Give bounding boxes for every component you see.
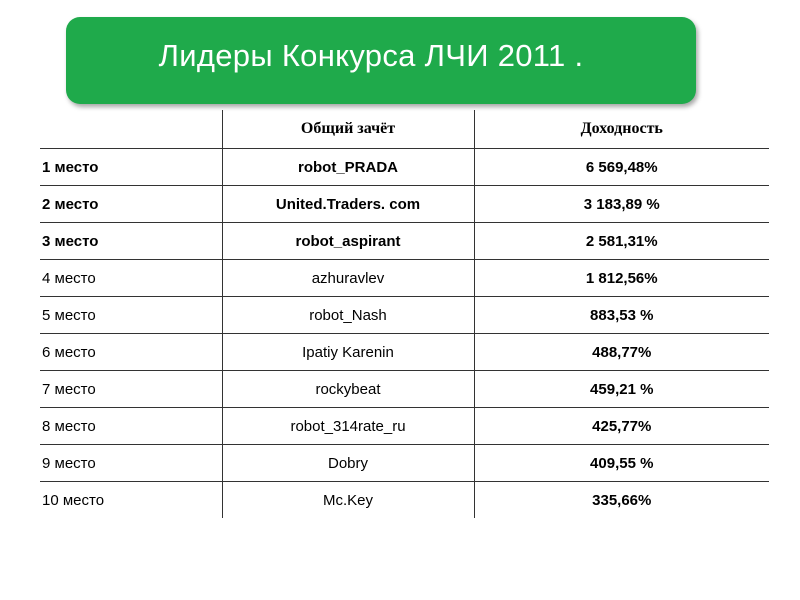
place-cell: 4 место xyxy=(40,259,222,297)
return-cell: 2 581,31% xyxy=(473,222,769,260)
participant-cell: Ipatiy Karenin xyxy=(221,333,474,371)
table-header-row: Общий зачёт Доходность xyxy=(40,110,769,149)
return-cell: 883,53 % xyxy=(473,296,769,334)
place-cell: 6 место xyxy=(40,333,222,371)
return-cell: 3 183,89 % xyxy=(473,185,769,223)
column-header-place xyxy=(40,110,222,149)
table-row: 3 место robot_aspirant 2 581,31% xyxy=(40,222,769,260)
table-row: 6 место Ipatiy Karenin 488,77% xyxy=(40,333,769,371)
return-cell: 409,55 % xyxy=(473,444,769,482)
participant-cell: Mc.Key xyxy=(221,481,474,518)
return-cell: 459,21 % xyxy=(473,370,769,408)
return-cell: 1 812,56% xyxy=(473,259,769,297)
table-row: 7 место rockybeat 459,21 % xyxy=(40,370,769,408)
place-cell: 10 место xyxy=(42,491,105,509)
place-cell: 8 место xyxy=(40,407,222,445)
participant-cell: robot_314rate_ru xyxy=(221,407,474,445)
return-cell: 488,77% xyxy=(473,333,769,371)
participant-cell: robot_aspirant xyxy=(221,222,474,260)
column-header-return: Доходность xyxy=(473,110,769,149)
place-cell: 1 место xyxy=(40,148,222,186)
table-row: 4 место azhuravlev 1 812,56% xyxy=(40,259,769,297)
return-cell: 335,66% xyxy=(473,481,769,518)
participant-cell: United.Traders. com xyxy=(221,185,474,223)
place-cell: 3 место xyxy=(40,222,222,260)
leaders-table: Общий зачёт Доходность 1 место robot_PRA… xyxy=(40,110,769,518)
return-cell: 425,77% xyxy=(473,407,769,445)
place-cell: 7 место xyxy=(40,370,222,408)
place-cell: 5 место xyxy=(40,296,222,334)
return-cell: 6 569,48% xyxy=(473,148,769,186)
table-row: 9 место Dobry 409,55 % xyxy=(40,444,769,482)
participant-cell: robot_Nash xyxy=(221,296,474,334)
page-title: Лидеры Конкурса ЛЧИ 2011 . xyxy=(158,37,584,73)
title-banner: Лидеры Конкурса ЛЧИ 2011 . xyxy=(66,17,696,104)
table-row: 1 место robot_PRADA 6 569,48% xyxy=(40,148,769,186)
table-row: 5 место robot_Nash 883,53 % xyxy=(40,296,769,334)
participant-cell: Dobry xyxy=(221,444,474,482)
table-row: 8 место robot_314rate_ru 425,77% xyxy=(40,407,769,445)
place-cell: 9 место xyxy=(40,444,222,482)
table-row: 10 место Mc.Key 335,66% xyxy=(40,481,769,518)
table-row: 2 место United.Traders. com 3 183,89 % xyxy=(40,185,769,223)
column-header-overall: Общий зачёт xyxy=(221,110,474,149)
participant-cell: rockybeat xyxy=(221,370,474,408)
place-cell: 2 место xyxy=(40,185,222,223)
participant-cell: robot_PRADA xyxy=(221,148,474,186)
participant-cell: azhuravlev xyxy=(221,259,474,297)
